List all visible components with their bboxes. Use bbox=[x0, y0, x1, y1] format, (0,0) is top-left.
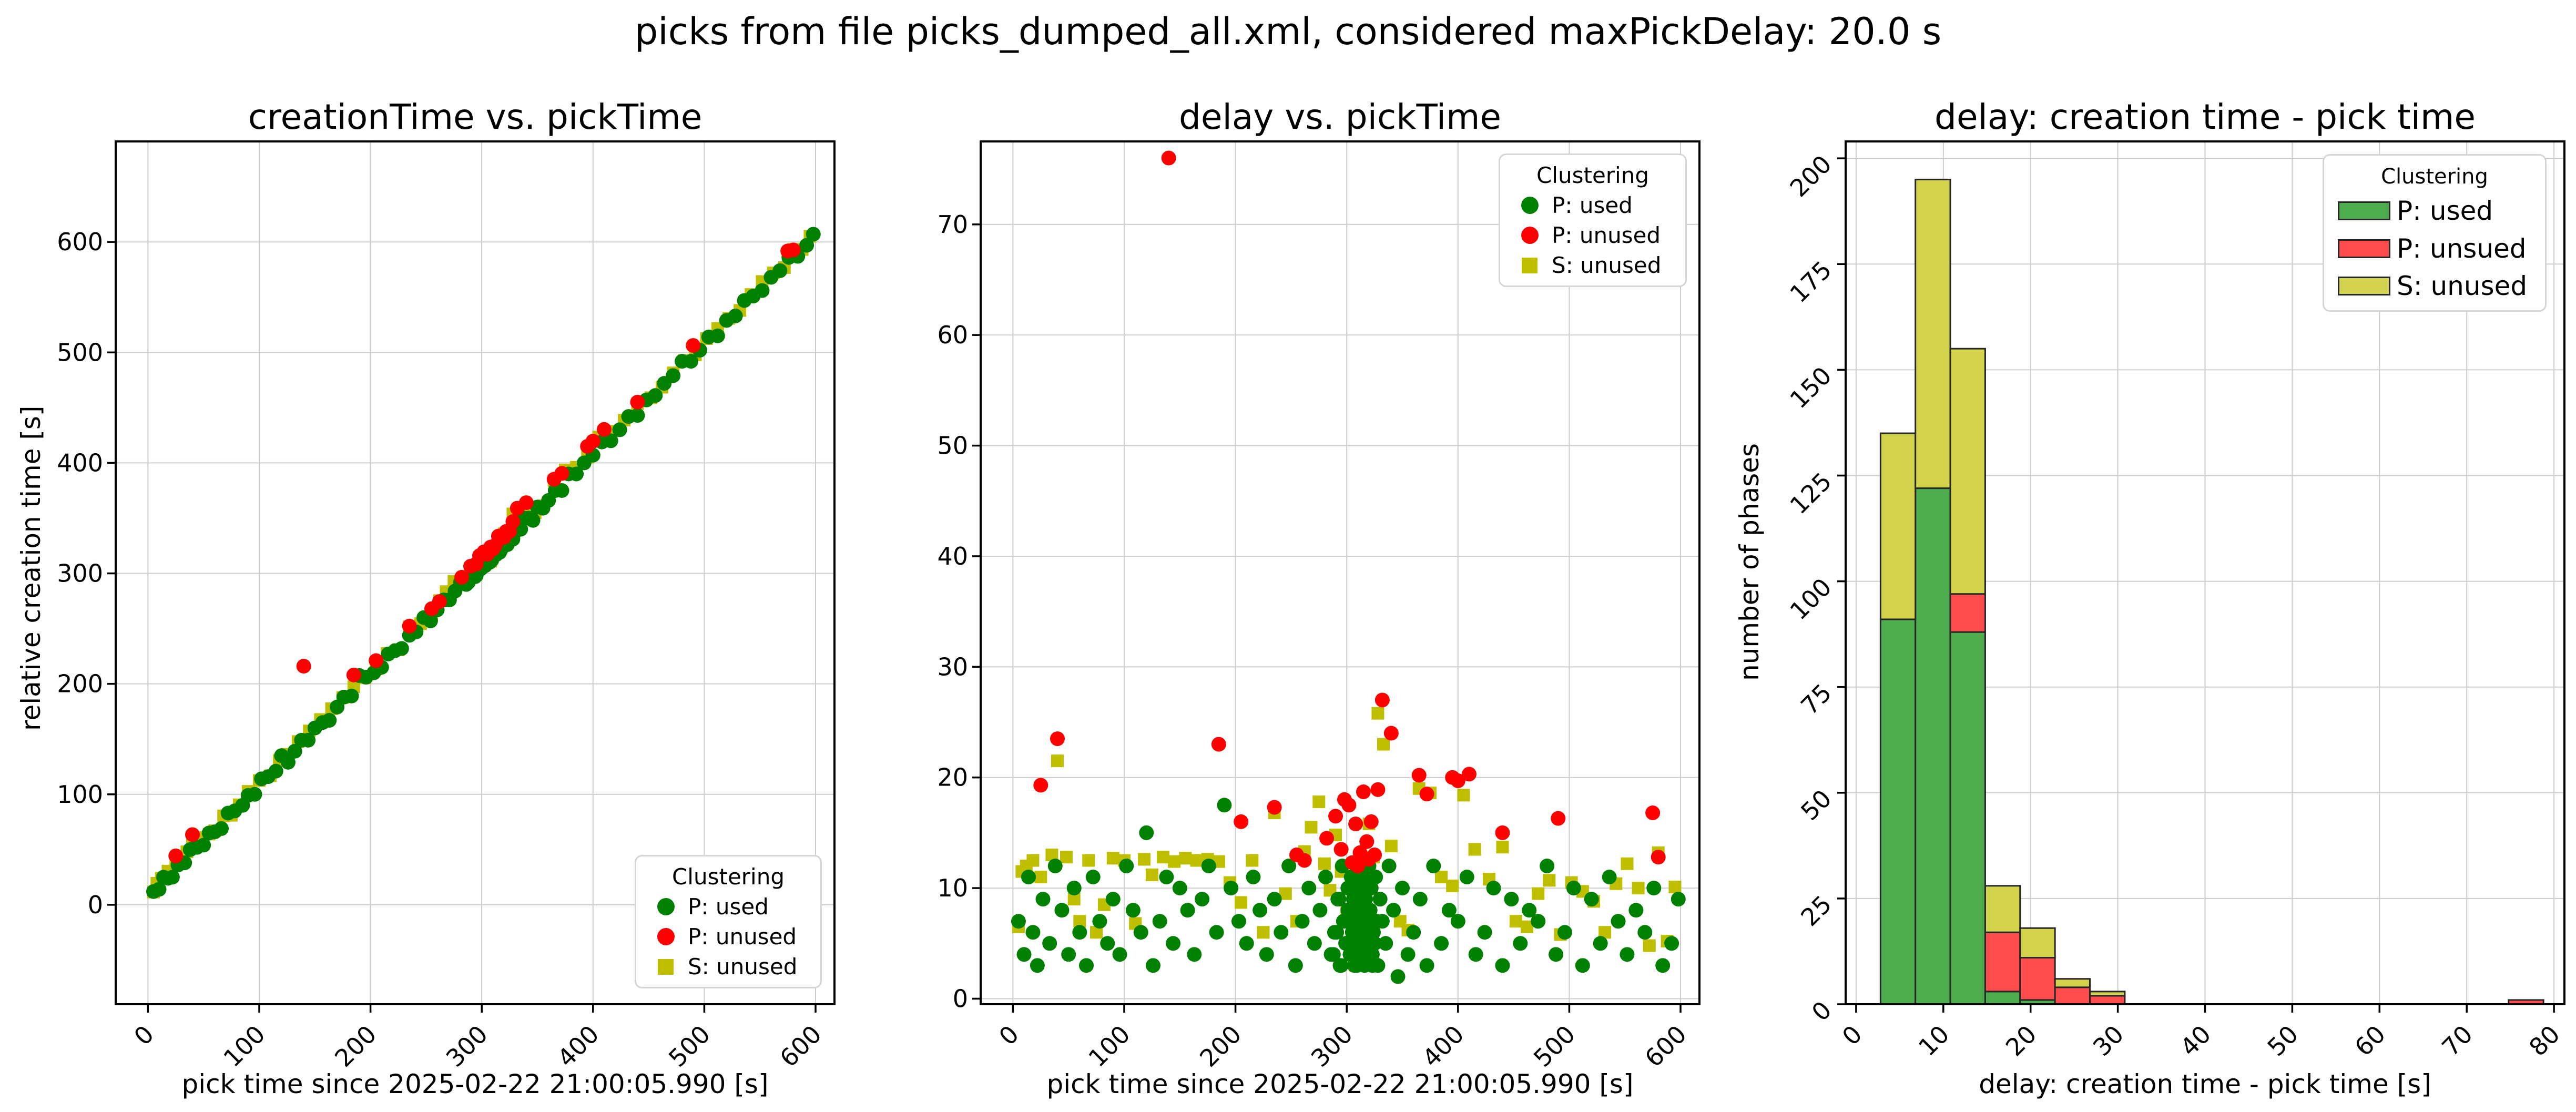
s-unused-square-icon bbox=[658, 958, 674, 975]
y-tick-label: 0 bbox=[88, 891, 103, 919]
plot2-legend-entry-s-unused: S: unused bbox=[1508, 252, 1678, 278]
x-tick-label: 400 bbox=[552, 1020, 604, 1073]
plot2-legend-entry-p-used: P: used bbox=[1508, 192, 1678, 218]
x-tick-label: 0 bbox=[128, 1020, 159, 1051]
plot1-legend: Clustering P: used P: unused S: unused bbox=[635, 855, 822, 988]
y-tick-label: 40 bbox=[937, 542, 968, 570]
p-used-patch-icon bbox=[2338, 201, 2390, 221]
plot1-legend-entry-p-unused: P: unused bbox=[644, 924, 813, 950]
y-tick-label: 75 bbox=[1795, 678, 1837, 720]
plot1-yaxis-label: relative creation time [s] bbox=[16, 405, 46, 731]
plot-area-0: 0 100 200 300 400 500 600 0 100 200 300 400 500 600 bbox=[57, 140, 836, 1073]
y-tick-label: 60 bbox=[937, 321, 968, 349]
y-tick-label: 25 bbox=[1795, 890, 1837, 932]
plot3-legend-entry-p-used: P: used bbox=[2331, 196, 2538, 226]
y-tick-label: 125 bbox=[1785, 467, 1837, 519]
x-tick-label: 500 bbox=[663, 1020, 716, 1073]
y-tick-label: 100 bbox=[57, 780, 103, 809]
figure-title: picks from file picks_dumped_all.xml, co… bbox=[634, 10, 1942, 53]
x-tick-label: 200 bbox=[1194, 1020, 1247, 1073]
y-tick-label: 600 bbox=[57, 228, 103, 256]
x-tick-label: 50 bbox=[2262, 1020, 2304, 1062]
p-unused-circle-icon bbox=[657, 928, 675, 945]
y-tick-label: 100 bbox=[1785, 573, 1837, 625]
y-tick-label: 0 bbox=[953, 984, 968, 1013]
plot2-title: delay vs. pickTime bbox=[1179, 96, 1501, 137]
y-tick-label: 300 bbox=[57, 559, 103, 588]
x-tick-label: 100 bbox=[218, 1020, 270, 1073]
x-tick-label: 0 bbox=[1837, 1020, 1868, 1051]
plot3-legend-entry-s-unused: S: unused bbox=[2331, 271, 2538, 301]
p-used-circle-icon bbox=[657, 898, 675, 915]
x-tick-label: 20 bbox=[2000, 1020, 2042, 1062]
y-tick-label: 30 bbox=[937, 652, 968, 681]
x-tick-label: 0 bbox=[993, 1020, 1024, 1051]
y-tick-label: 500 bbox=[57, 338, 103, 366]
y-tick-label: 50 bbox=[937, 432, 968, 460]
legend-entry-label: P: unused bbox=[1552, 222, 1661, 248]
legend-entry-label: S: unused bbox=[1552, 252, 1662, 278]
plot3-legend-entry-p-unused: P: unsued bbox=[2331, 233, 2538, 264]
plot1-legend-entry-p-used: P: used bbox=[644, 894, 813, 920]
y-tick-label: 400 bbox=[57, 448, 103, 477]
legend-entry-label: P: used bbox=[2397, 196, 2493, 227]
x-tick-label: 600 bbox=[1640, 1020, 1692, 1073]
y-tick-label: 20 bbox=[937, 763, 968, 792]
legend-entry-label: P: unused bbox=[688, 924, 797, 950]
x-tick-label: 100 bbox=[1083, 1020, 1135, 1073]
legend-entry-label: P: used bbox=[688, 894, 769, 920]
p-unused-patch-icon bbox=[2338, 239, 2390, 258]
y-tick-label: 70 bbox=[937, 210, 968, 239]
legend-entry-label: P: unsued bbox=[2397, 233, 2527, 264]
s-unused-patch-icon bbox=[2338, 277, 2390, 296]
y-tick-label: 0 bbox=[1806, 996, 1837, 1027]
plot1-legend-title: Clustering bbox=[671, 864, 785, 890]
s-unused-square-icon bbox=[1522, 257, 1538, 273]
plot1-xaxis-label: pick time since 2025-02-22 21:00:05.990 … bbox=[181, 1069, 769, 1099]
plot2-legend: Clustering P: used P: unused S: unused bbox=[1499, 154, 1687, 287]
plot1-legend-entry-s-unused: S: unused bbox=[644, 954, 813, 980]
y-tick-label: 150 bbox=[1785, 361, 1837, 414]
p-used-circle-icon bbox=[1521, 197, 1539, 214]
x-tick-label: 60 bbox=[2349, 1020, 2391, 1062]
plot3-xaxis-label: delay: creation time - pick time [s] bbox=[1979, 1069, 2431, 1099]
x-tick-label: 80 bbox=[2523, 1020, 2565, 1062]
x-tick-label: 30 bbox=[2088, 1020, 2130, 1062]
plot3-yaxis-label: number of phases bbox=[1734, 443, 1765, 681]
x-tick-label: 300 bbox=[441, 1020, 493, 1073]
plot3-legend-title: Clustering bbox=[2381, 164, 2488, 189]
x-tick-label: 200 bbox=[329, 1020, 382, 1073]
x-tick-label: 300 bbox=[1306, 1020, 1358, 1073]
x-tick-label: 40 bbox=[2175, 1020, 2217, 1062]
x-tick-label: 600 bbox=[775, 1020, 827, 1073]
legend-entry-label: S: unused bbox=[688, 954, 798, 980]
plot2-legend-title: Clustering bbox=[1536, 162, 1650, 188]
legend-entry-label: S: unused bbox=[2397, 271, 2528, 302]
p-unused-circle-icon bbox=[1521, 227, 1539, 244]
y-tick-label: 50 bbox=[1795, 784, 1837, 826]
y-tick-label: 200 bbox=[1785, 150, 1837, 202]
x-tick-label: 500 bbox=[1528, 1020, 1581, 1073]
x-tick-label: 70 bbox=[2436, 1020, 2478, 1062]
y-tick-label: 10 bbox=[937, 874, 968, 902]
y-tick-label: 200 bbox=[57, 670, 103, 698]
plot3-title: delay: creation time - pick time bbox=[1934, 96, 2476, 137]
plot2-legend-entry-p-unused: P: unused bbox=[1508, 222, 1678, 248]
x-tick-label: 400 bbox=[1417, 1020, 1469, 1073]
x-tick-label: 10 bbox=[1913, 1020, 1955, 1062]
legend-entry-label: P: used bbox=[1552, 192, 1633, 218]
y-tick-label: 175 bbox=[1785, 256, 1837, 308]
plot3-legend: Clustering P: used P: unsued S: unused bbox=[2323, 154, 2547, 312]
plot1-title: creationTime vs. pickTime bbox=[248, 96, 702, 137]
plot2-xaxis-label: pick time since 2025-02-22 21:00:05.990 … bbox=[1046, 1069, 1634, 1099]
